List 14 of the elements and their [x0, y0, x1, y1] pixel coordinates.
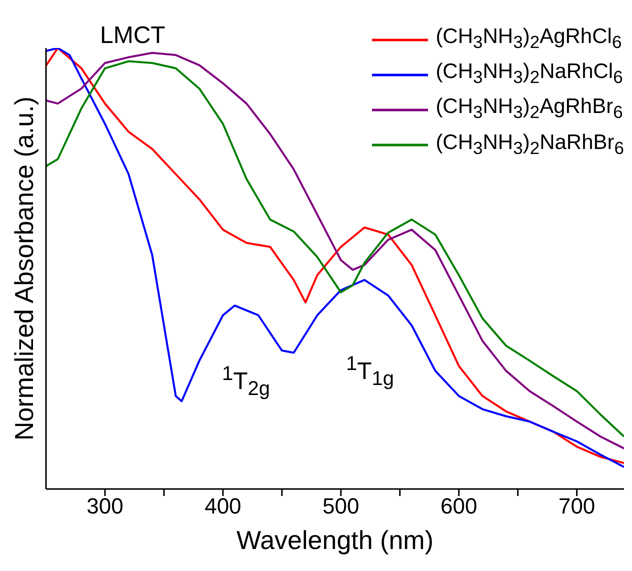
- annotation: $^{1}$T$_{1g}$: [346, 353, 394, 390]
- legend-label: (CH$_{3}$NH$_{3}$)$_{2}$AgRhBr$_{6}$: [436, 95, 623, 123]
- x-tick-label: 700: [558, 494, 596, 519]
- y-axis-title: Normalized Absorbance (a.u.): [9, 96, 40, 440]
- legend-label: (CH$_{3}$NH$_{3}$)$_{2}$AgRhCl$_{6}$: [436, 25, 622, 52]
- x-tick-label: 500: [322, 494, 360, 519]
- x-tick-label: 400: [204, 494, 242, 519]
- x-tick-label: 300: [86, 494, 124, 519]
- annotation: LMCT: [100, 22, 166, 49]
- legend-label: (CH$_{3}$NH$_{3}$)$_{2}$NaRhBr$_{6}$: [436, 130, 624, 158]
- annotation: $^{1}$T$_{2g}$: [222, 363, 270, 400]
- x-axis-title: Wavelength (nm): [236, 525, 434, 555]
- legend-label: (CH$_{3}$NH$_{3}$)$_{2}$NaRhCl$_{6}$: [436, 60, 623, 88]
- x-tick-label: 600: [440, 494, 478, 519]
